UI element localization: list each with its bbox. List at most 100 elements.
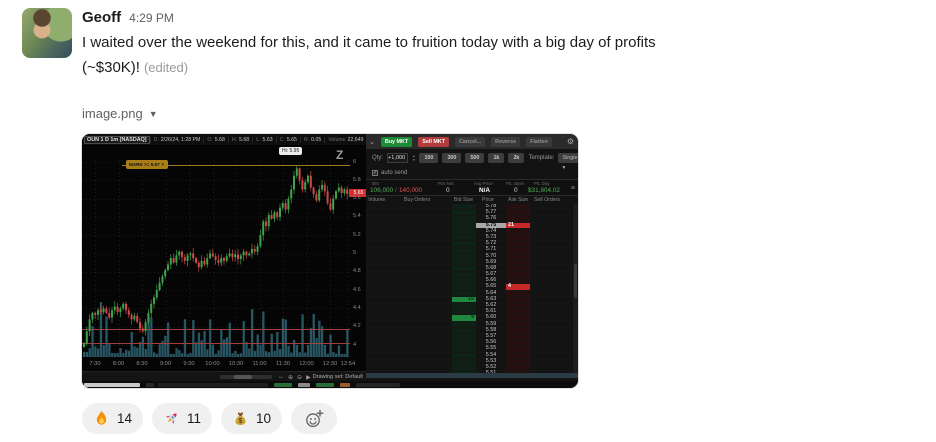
column-header: Bid Size xyxy=(454,197,474,203)
ladder-row: 5.69 xyxy=(366,259,572,266)
ladder-row: 5.56 xyxy=(366,339,572,347)
last-price-tag: 5.65 xyxy=(349,189,368,197)
qty-preset-100: 100 xyxy=(419,153,439,163)
reactions-row: 14 11 $10 xyxy=(82,403,338,434)
add-reaction-button[interactable] xyxy=(291,403,338,434)
chart-toolbar-icons: ↔ ⊕ ⊖ ▶ xyxy=(278,372,311,382)
price-tick: 4.8 xyxy=(353,268,361,275)
price-tick: 5.8 xyxy=(353,176,361,183)
message-header: Geoff 4:29 PM xyxy=(82,9,174,26)
ohlc-field: L: 5.63 xyxy=(252,136,275,143)
cancel-button: Cancel... xyxy=(455,136,486,147)
svg-text:$: $ xyxy=(239,417,243,425)
price-tick: 4 xyxy=(353,341,357,348)
ohlc-field: D: 2/26/24, 1:28 PM xyxy=(149,136,204,143)
ladder-row: 5.72 xyxy=(366,240,572,248)
reverse-button: Reverse xyxy=(491,136,521,147)
time-tick: 8:00 xyxy=(112,361,125,367)
time-tick: 12:54 xyxy=(340,361,356,367)
price-tick: 5.4 xyxy=(353,213,361,220)
chart-watermark: Z xyxy=(336,148,344,162)
reaction-moneybag[interactable]: $10 xyxy=(221,403,283,434)
edited-label: (edited) xyxy=(143,60,189,75)
pl-day-value: $31,804.02 xyxy=(528,187,560,194)
high-price-label: Hi: 5.95 xyxy=(279,147,303,155)
avatar[interactable] xyxy=(22,8,72,58)
qty-stepper: ▲ ▼ xyxy=(412,154,416,162)
shares-sold: 140,000 xyxy=(399,187,423,194)
ladder-row: 5.66 xyxy=(366,277,572,285)
qty-preset-300: 300 xyxy=(442,153,462,163)
zoom-in-icon: ⊕ xyxy=(288,374,294,381)
ladder-row: 5.57 xyxy=(366,333,572,341)
time-tick: 12:30 xyxy=(322,361,338,367)
ladder-row: 5.59 xyxy=(366,321,572,328)
time-tick: 9:30 xyxy=(183,361,195,367)
pl-day-label: P/L Day xyxy=(534,181,550,186)
reaction-fire[interactable]: 14 xyxy=(82,403,144,434)
column-header: Buy Orders xyxy=(404,197,431,203)
time-tick: 10:00 xyxy=(205,361,220,367)
ladder-row: 5.70 xyxy=(366,253,572,260)
file-toggle[interactable]: image.png ▼ xyxy=(82,106,158,121)
time-tick: 8:30 xyxy=(136,361,148,367)
price-tick: 4.6 xyxy=(353,286,361,293)
price-tick: 5.2 xyxy=(353,231,361,238)
platform-bottom-strip xyxy=(82,381,578,388)
ohlc-field: Volume 22,649 xyxy=(324,136,366,143)
template-select: Single ▾ xyxy=(558,153,578,171)
chart-ohlc-fields: D: 2/26/24, 1:28 PM O: 5.68 H: 5.68 L: 5.63 C: 5.… xyxy=(149,136,366,143)
ladder-row: 5.54 xyxy=(366,352,572,359)
flatten-button: Flatten xyxy=(526,136,552,147)
column-header: Price xyxy=(482,197,494,203)
pl-open-value: 0 xyxy=(514,187,518,194)
qty-input: +1,000 xyxy=(387,153,409,163)
chevron-down-icon[interactable]: ▼ xyxy=(148,108,158,119)
template-label: Template: xyxy=(528,155,555,161)
ladder-row: 19 5.63 xyxy=(366,296,572,303)
qty-preset-1k: 1k xyxy=(488,153,505,163)
rocket-icon xyxy=(163,410,180,427)
reaction-rocket[interactable]: 11 xyxy=(152,403,213,434)
qty-label: Qty: xyxy=(372,155,384,161)
ohlc-field: C: 5.65 xyxy=(275,136,300,143)
add-reaction-icon xyxy=(306,409,324,427)
pan-icon: ↔ xyxy=(278,374,284,380)
ladder-row: 5.71 xyxy=(366,246,572,254)
ladder-row: 5.76 xyxy=(366,215,572,223)
timestamp[interactable]: 4:29 PM xyxy=(129,11,174,25)
ladder-row: 5.55 xyxy=(366,345,572,353)
time-tick: 7:30 xyxy=(89,361,101,367)
price-tick: 5.6 xyxy=(353,195,361,202)
price-ladder: 5.78 5.77 5.76 5.75 21 5.74 5.73 5.72 5.71 5.70 5.… xyxy=(366,204,572,373)
ladder-row: 4 5.60 xyxy=(366,314,572,322)
gear-icon: ⚙ xyxy=(566,137,574,146)
panel-chevron-icon: ⌄ xyxy=(369,138,375,146)
auto-send-label: auto send xyxy=(381,170,408,176)
message-text: (~$30K)! xyxy=(82,59,140,76)
dom-bottom-bar xyxy=(366,373,578,378)
ladder-row: 5.74 xyxy=(366,228,572,235)
ladder-scrollbar xyxy=(573,204,578,373)
time-tick: 9:00 xyxy=(159,361,172,367)
ladder-row: 5.52 xyxy=(366,364,572,372)
ladder-row: 5.62 xyxy=(366,302,572,310)
attachment-image[interactable]: OUN 1 D 1m [NASDAQ] D: 2/26/24, 1:28 PM O:… xyxy=(82,134,578,388)
ladder-row: 5.65 4 xyxy=(366,284,572,291)
reaction-count: 11 xyxy=(187,411,202,426)
author-name[interactable]: Geoff xyxy=(82,9,122,26)
avg-price-label: Avg Price xyxy=(474,181,493,186)
ladder-row: 5.64 xyxy=(366,290,572,297)
order-entry-panel: ⌄ Buy MKT Sell MKT Cancel... Reverse Flatten … xyxy=(366,134,578,381)
chart-scrollbar xyxy=(220,375,272,379)
message-text-line2: (~$30K)! (edited) xyxy=(82,55,188,80)
ladder-row: 5.75 21 xyxy=(366,222,572,229)
ladder-row: 5.67 xyxy=(366,271,572,279)
sell-mkt-button: Sell MKT xyxy=(418,136,449,147)
chart-header: OUN 1 D 1m [NASDAQ] D: 2/26/24, 1:28 PM O:… xyxy=(82,134,366,146)
moneybag-icon: $ xyxy=(232,410,249,427)
ladder-row: 5.53 xyxy=(366,358,572,365)
fire-icon xyxy=(93,410,110,427)
ladder-row: 5.73 xyxy=(366,234,572,242)
